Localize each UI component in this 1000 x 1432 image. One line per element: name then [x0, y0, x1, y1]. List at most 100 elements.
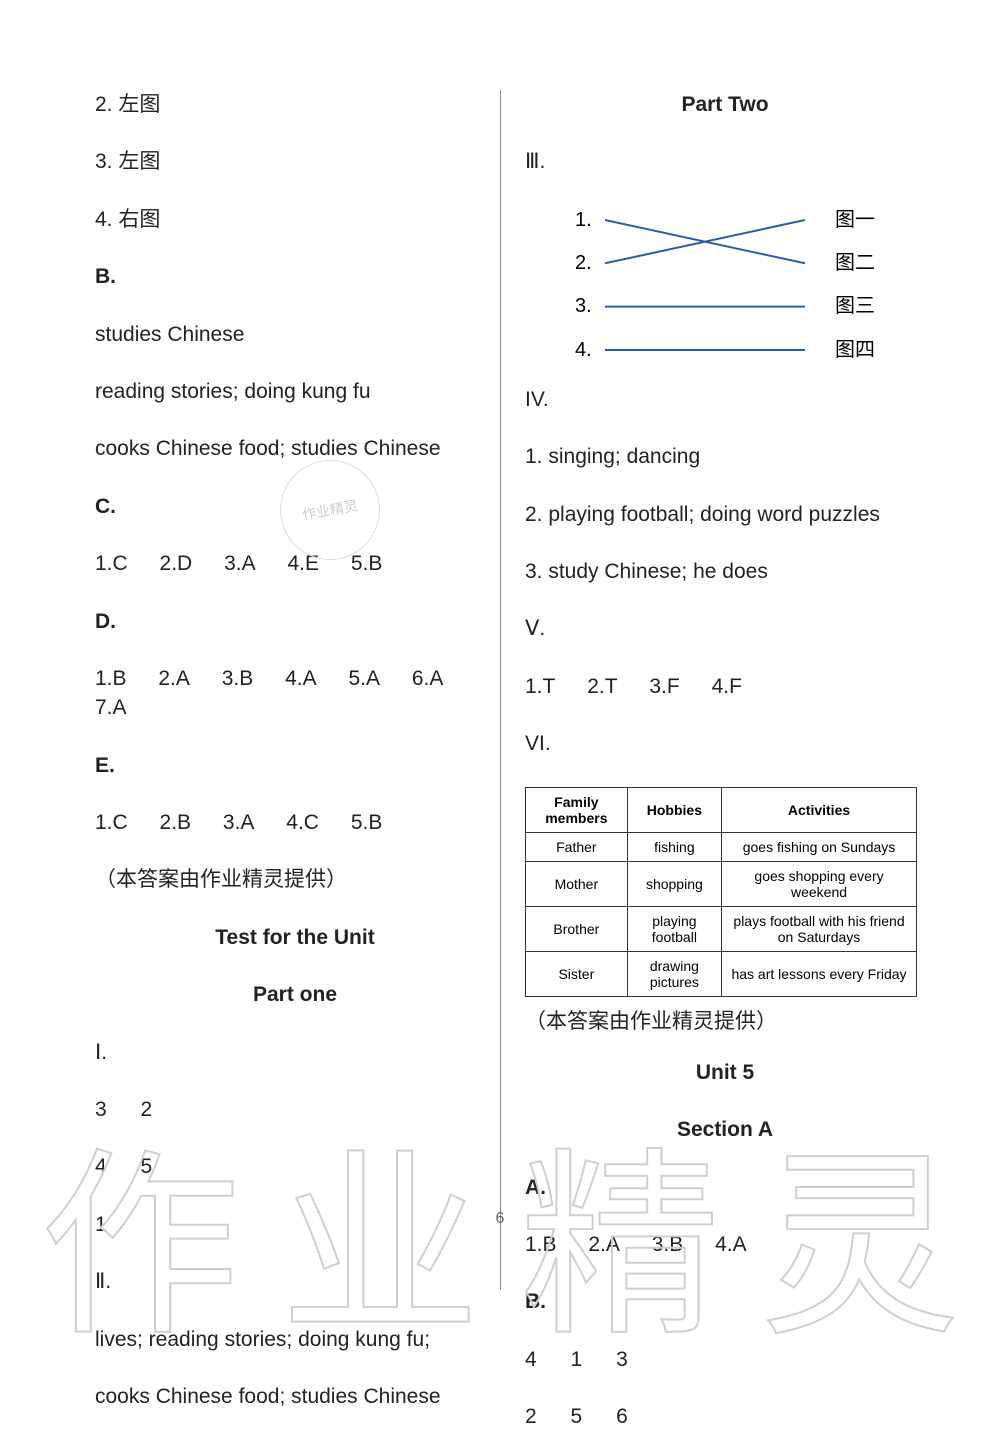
section-a-title: Section A [525, 1115, 925, 1144]
unit-5-title: Unit 5 [525, 1058, 925, 1087]
table-row: Sister drawing pictures has art lessons … [526, 951, 917, 996]
th-activities: Activities [722, 787, 917, 832]
match-r-3: 图三 [835, 291, 875, 321]
cell: shopping [627, 861, 721, 906]
c-answers: 1.C 2.D 3.A 4.E 5.B [95, 549, 495, 578]
iv-2: 2. playing football; doing word puzzles [525, 500, 925, 529]
match-l-1: 1. [575, 205, 592, 235]
a-ans-3: 3.B [652, 1233, 684, 1256]
page-number: 6 [496, 1210, 505, 1228]
b-line-1: studies Chinese [95, 320, 495, 349]
b-r1-2: 1 [571, 1348, 583, 1371]
c-ans-5: 5.B [351, 552, 383, 575]
section-v-head: Ⅴ. [525, 614, 925, 643]
section-iii-head: Ⅲ. [525, 147, 925, 176]
a-ans-2: 2.A [588, 1233, 620, 1256]
iv-1: 1. singing; dancing [525, 442, 925, 471]
section-i-head: Ⅰ. [95, 1038, 495, 1067]
match-l-4: 4. [575, 335, 592, 365]
d-ans-6: 6.A [412, 667, 444, 690]
part-one-title: Part one [95, 980, 495, 1009]
cell: Mother [526, 861, 628, 906]
d-ans-4: 4.A [285, 667, 317, 690]
i-row-1: 3 2 [95, 1095, 495, 1124]
test-title: Test for the Unit [95, 923, 495, 952]
b-row-1: 4 1 3 [525, 1345, 925, 1374]
left-column: 2. 左图 3. 左图 4. 右图 B. studies Chinese rea… [80, 90, 510, 1354]
i-r3-1: 1 [95, 1213, 107, 1236]
cell: has art lessons every Friday [722, 951, 917, 996]
right-column: Part Two Ⅲ. 1. 2. 3. 4. 图一 图二 图三 图四 IV. … [510, 90, 940, 1354]
e-ans-1: 1.C [95, 811, 128, 834]
b-r2-3: 6 [616, 1405, 628, 1428]
iv-3: 3. study Chinese; he does [525, 557, 925, 586]
match-right-labels: 图一 图二 图三 图四 [835, 205, 875, 365]
v-ans-2: 2.T [587, 675, 617, 698]
section-iv-head: IV. [525, 385, 925, 414]
right-note: （本答案由作业精灵提供） [525, 1007, 925, 1036]
d-ans-5: 5.A [349, 667, 381, 690]
b-row-2: 2 5 6 [525, 1402, 925, 1431]
section-b2-head: B. [525, 1287, 925, 1316]
v-ans-4: 4.F [712, 675, 742, 698]
e-ans-2: 2.B [160, 811, 192, 834]
match-l-3: 3. [575, 291, 592, 321]
c-ans-4: 4.E [287, 552, 319, 575]
i-r1-1: 3 [95, 1098, 107, 1121]
table-row: Brother playing football plays football … [526, 906, 917, 951]
table-body: Father fishing goes fishing on Sundays M… [526, 832, 917, 996]
e-answers: 1.C 2.B 3.A 4.C 5.B [95, 808, 495, 837]
cell: goes fishing on Sundays [722, 832, 917, 861]
section-d-head: D. [95, 607, 495, 636]
d-answers: 1.B 2.A 3.B 4.A 5.A 6.A 7.A [95, 664, 495, 723]
match-r-2: 图二 [835, 248, 875, 278]
item-3: 3. 左图 [95, 147, 495, 176]
b-r1-1: 4 [525, 1348, 537, 1371]
section-vi-head: VI. [525, 729, 925, 758]
c-ans-1: 1.C [95, 552, 128, 575]
table-row: Father fishing goes fishing on Sundays [526, 832, 917, 861]
i-r2-1: 4 [95, 1155, 107, 1178]
v-ans-3: 3.F [649, 675, 679, 698]
b-line-3: cooks Chinese food; studies Chinese [95, 434, 495, 463]
item-2: 2. 左图 [95, 90, 495, 119]
cell: Brother [526, 906, 628, 951]
cell: Sister [526, 951, 628, 996]
cell: Father [526, 832, 628, 861]
th-hobbies: Hobbies [627, 787, 721, 832]
a-ans-1: 1.B [525, 1233, 557, 1256]
left-note: （本答案由作业精灵提供） [95, 865, 495, 894]
d-ans-3: 3.B [222, 667, 254, 690]
c-ans-3: 3.A [224, 552, 256, 575]
v-ans-1: 1.T [525, 675, 555, 698]
c-ans-2: 2.D [160, 552, 193, 575]
section-c-head: C. [95, 492, 495, 521]
i-r2-2: 5 [141, 1155, 153, 1178]
match-left-labels: 1. 2. 3. 4. [575, 205, 592, 365]
d-ans-2: 2.A [158, 667, 190, 690]
b-r2-1: 2 [525, 1405, 537, 1428]
family-table: Family members Hobbies Activities Father… [525, 787, 917, 997]
i-row-2: 4 5 [95, 1152, 495, 1181]
e-ans-4: 4.C [286, 811, 319, 834]
match-lines-svg [605, 205, 805, 365]
b-line-2: reading stories; doing kung fu [95, 377, 495, 406]
section-ii-head: Ⅱ. [95, 1267, 495, 1296]
ii-line-1: lives; reading stories; doing kung fu; [95, 1325, 495, 1354]
column-divider [500, 90, 501, 1290]
page: 2. 左图 3. 左图 4. 右图 B. studies Chinese rea… [0, 0, 1000, 1414]
match-r-1: 图一 [835, 205, 875, 235]
e-ans-3: 3.A [223, 811, 255, 834]
v-answers: 1.T 2.T 3.F 4.F [525, 672, 925, 701]
match-l-2: 2. [575, 248, 592, 278]
cell: playing football [627, 906, 721, 951]
section-e-head: E. [95, 751, 495, 780]
d-ans-7: 7.A [95, 696, 127, 719]
i-r1-2: 2 [141, 1098, 153, 1121]
table-header-row: Family members Hobbies Activities [526, 787, 917, 832]
th-members: Family members [526, 787, 628, 832]
section-a-head: A. [525, 1173, 925, 1202]
e-ans-5: 5.B [351, 811, 383, 834]
part-two-title: Part Two [525, 90, 925, 119]
match-diagram: 1. 2. 3. 4. 图一 图二 图三 图四 [575, 205, 875, 365]
